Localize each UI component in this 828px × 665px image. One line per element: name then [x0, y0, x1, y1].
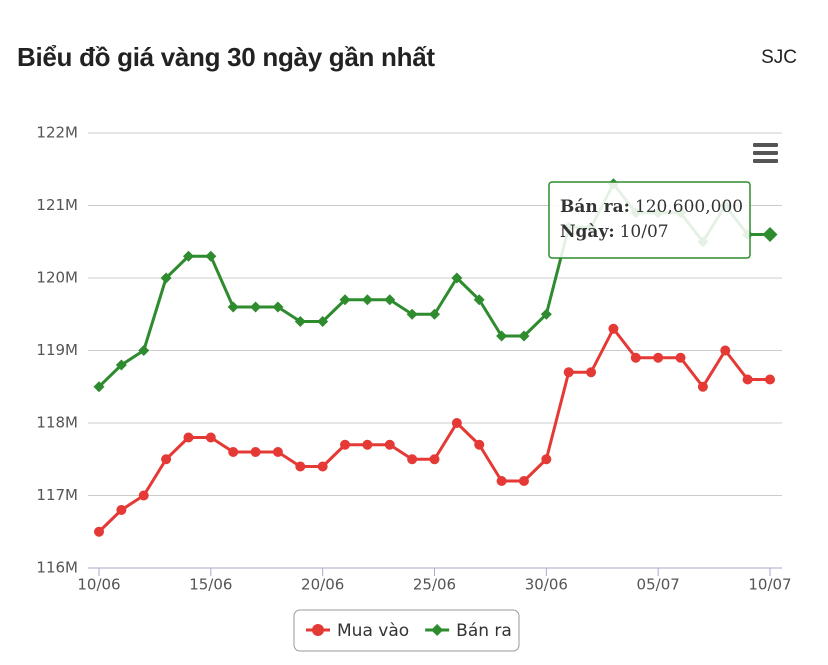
point — [473, 294, 485, 306]
point — [474, 439, 485, 450]
legend-box — [293, 609, 520, 652]
y-tick-label: 118M — [36, 414, 78, 432]
point — [115, 359, 127, 371]
menu-icon[interactable] — [753, 143, 778, 163]
tooltip-date: 10/07 — [620, 222, 669, 242]
point — [720, 345, 731, 356]
point — [160, 272, 172, 284]
legend: Mua vào Bán ra — [293, 609, 520, 652]
point — [384, 294, 396, 306]
point — [496, 330, 508, 342]
y-tick-label: 122M — [36, 124, 78, 142]
point — [384, 439, 395, 450]
tooltip-line: Ngày: 10/07 — [560, 222, 669, 242]
point — [138, 345, 150, 356]
point — [294, 316, 306, 327]
x-tick-label: 30/06 — [525, 576, 568, 594]
point — [653, 352, 664, 363]
point — [94, 526, 104, 537]
point — [586, 367, 597, 378]
point — [407, 454, 418, 465]
point — [227, 301, 239, 313]
point — [406, 308, 418, 320]
x-tick-label: 05/07 — [637, 576, 680, 594]
point — [451, 272, 463, 284]
x-tick-label: 20/06 — [301, 576, 344, 594]
point — [518, 476, 529, 486]
point — [205, 432, 216, 443]
point — [340, 439, 351, 450]
point — [451, 418, 462, 428]
series-line — [97, 327, 770, 533]
point — [762, 227, 778, 242]
legend-label: Bán ra — [456, 621, 512, 641]
tooltip-box — [548, 181, 751, 259]
point — [563, 367, 574, 378]
point — [697, 381, 708, 392]
tooltip-line: Bán ra: 120,600,000 — [560, 197, 743, 217]
point — [93, 381, 105, 393]
point — [317, 316, 329, 327]
point — [250, 447, 261, 457]
y-tick-label: 121M — [36, 196, 78, 214]
y-tick-label: 119M — [36, 341, 78, 359]
menu-bar[interactable] — [753, 151, 778, 155]
page-title: Biểu đồ giá vàng 30 ngày gần nhất — [17, 42, 435, 72]
x-tick-label: 10/07 — [748, 576, 791, 594]
y-tick-label: 117M — [36, 486, 78, 504]
point — [496, 476, 507, 486]
legend-marker — [431, 624, 444, 636]
point — [518, 330, 530, 342]
menu-bar[interactable] — [753, 159, 778, 163]
tooltip-series: Bán ra: — [560, 197, 630, 217]
point — [362, 439, 373, 450]
tooltip-date-label: Ngày: — [560, 222, 615, 242]
point — [608, 323, 619, 334]
point — [295, 461, 306, 472]
point — [272, 447, 283, 457]
point — [317, 461, 328, 472]
point — [429, 454, 440, 465]
point — [361, 294, 373, 306]
point — [339, 294, 351, 306]
point — [250, 301, 262, 313]
point — [182, 250, 194, 262]
brand-label: SJC — [761, 47, 797, 68]
point — [540, 308, 552, 320]
point — [541, 454, 552, 465]
point — [429, 308, 440, 320]
point — [272, 301, 284, 313]
x-tick-label: 25/06 — [413, 576, 456, 594]
point — [675, 352, 686, 363]
point — [630, 352, 641, 363]
point — [116, 505, 127, 515]
tooltip: Bán ra: 120,600,000 Ngày: 10/07 — [548, 181, 751, 259]
tooltip-value: 120,600,000 — [635, 197, 743, 217]
menu-bar[interactable] — [753, 143, 778, 147]
legend-item[interactable]: Mua vào — [306, 621, 409, 641]
y-tick-label: 120M — [36, 269, 78, 287]
point — [138, 490, 149, 501]
point — [183, 432, 194, 443]
point — [765, 374, 775, 385]
x-tick-label: 15/06 — [189, 576, 232, 594]
point — [228, 447, 239, 457]
point — [742, 374, 753, 385]
legend-label: Mua vào — [337, 621, 409, 641]
x-tick-label: 10/06 — [77, 576, 120, 594]
y-tick-label: 116M — [36, 559, 78, 577]
legend-marker — [312, 624, 324, 636]
legend-item[interactable]: Bán ra — [425, 621, 512, 641]
point — [161, 454, 172, 465]
point — [205, 250, 217, 262]
